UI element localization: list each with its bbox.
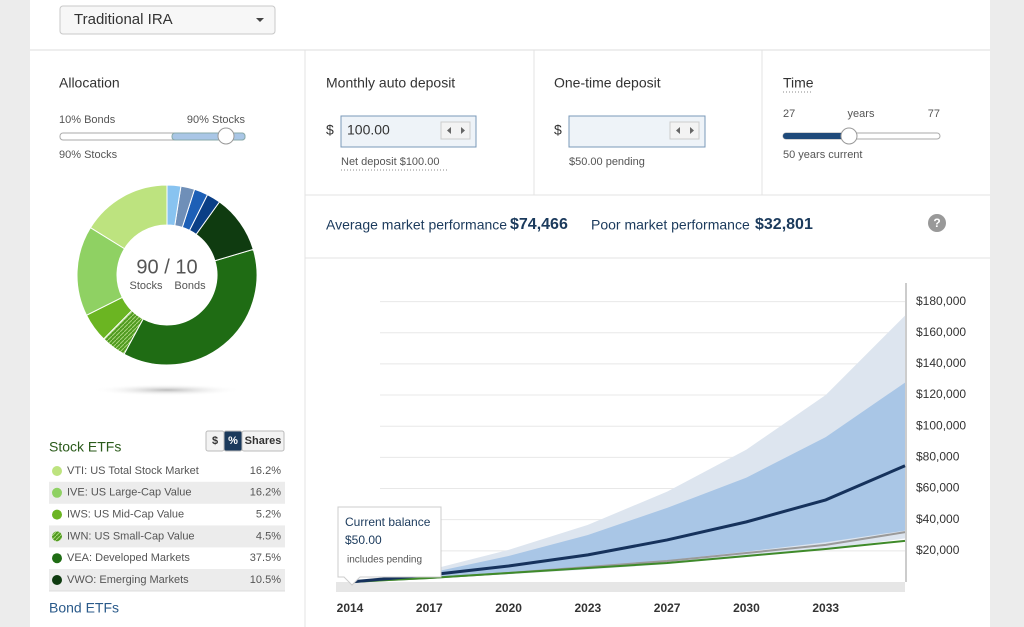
slider-fill (783, 133, 849, 139)
etf-dot (52, 509, 62, 520)
dropdown-caret[interactable] (256, 18, 264, 22)
etf-percent: 5.2% (256, 509, 281, 521)
etf-dot (52, 575, 62, 585)
toggle-button[interactable] (241, 430, 285, 452)
row-background (49, 481, 285, 504)
x-tick-label: 2027 (654, 601, 681, 615)
etf-dot (52, 466, 62, 476)
slider-knob[interactable] (840, 127, 858, 145)
range-band (350, 382, 905, 582)
account-dropdown[interactable]: Traditional IRA (59, 5, 276, 35)
donut-bond-slice (166, 184, 182, 227)
series-line (349, 539, 906, 583)
help-icon[interactable] (928, 214, 946, 232)
x-tick-label: 2030 (733, 601, 760, 615)
etf-percent: 4.5% (256, 530, 281, 542)
slider-knob[interactable] (217, 127, 235, 145)
y-tick-label: $160,000 (916, 325, 966, 339)
axis-band (336, 582, 905, 592)
tooltip-title: Current balance (345, 515, 431, 529)
donut-center-label: Bonds (174, 280, 206, 292)
tooltip-box (337, 506, 442, 586)
etf-dot (52, 487, 62, 498)
stepper-arrows[interactable] (676, 127, 694, 134)
section-title: One-time deposit (554, 75, 661, 91)
unit-toggles[interactable]: $% Shares (205, 430, 285, 452)
etf-name: VEA: Developed Markets (67, 552, 190, 564)
dropdown-value[interactable]: Traditional IRA (74, 11, 173, 28)
tooltip-value: $50.00 (345, 533, 382, 547)
donut-shadow (92, 384, 242, 396)
currency: $ (326, 122, 334, 138)
etf-percent: 10.5% (250, 574, 281, 586)
x-tick-label: 2020 (495, 601, 522, 615)
donut (76, 184, 258, 366)
input-value[interactable]: 100.00 (347, 122, 390, 138)
toggle-label[interactable]: Shares (245, 435, 282, 447)
slider-min: 27 (783, 108, 795, 120)
donut-center-label: Stocks (129, 280, 163, 292)
section-title: Time (783, 75, 814, 91)
section-title: Allocation (59, 75, 120, 91)
toggle-label[interactable]: % (228, 435, 238, 447)
etf-percent: 37.5% (250, 552, 281, 564)
etf-name: VWO: Emerging Markets (67, 574, 189, 586)
etf-name: VTI: US Total Stock Market (67, 465, 199, 477)
dropdown-box[interactable] (59, 5, 276, 35)
section-title: Bond ETFs (49, 600, 119, 616)
row-background (49, 569, 285, 591)
stepper[interactable] (669, 121, 700, 140)
slider-current: 90% Stocks (59, 149, 118, 161)
x-tick-label: 2023 (575, 601, 602, 615)
donut-slice (123, 248, 258, 366)
series-line (349, 464, 906, 584)
x-tick-label: 2033 (812, 601, 839, 615)
performance-label: Poor market performance (591, 217, 750, 233)
etf-percent: 16.2% (250, 487, 281, 499)
x-tick-label: 2014 (337, 601, 364, 615)
toggle-label[interactable]: $ (212, 435, 218, 447)
performance-value: $32,801 (755, 216, 813, 233)
deposit-note[interactable]: Net deposit $100.00 (341, 156, 439, 168)
help-icon-text[interactable]: ? (933, 216, 940, 230)
y-tick-label: $60,000 (916, 481, 960, 495)
etf-percent: 16.2% (250, 465, 281, 477)
section-title: Monthly auto deposit (326, 75, 455, 91)
section-title: Stock ETFs (49, 439, 121, 455)
etf-list: VTI: US Total Stock Market 16.2% IVE: US L… (49, 465, 285, 592)
row-background (49, 525, 285, 548)
donut-center-value: 90 / 10 (136, 256, 197, 278)
slider-unit: years (848, 108, 875, 120)
deposit-note: $50.00 pending (569, 156, 645, 168)
y-tick-label: $180,000 (916, 294, 966, 308)
performance-label: Average market performance (326, 217, 507, 233)
y-tick-label: $120,000 (916, 387, 966, 401)
y-tick-label: $20,000 (916, 543, 960, 557)
slider-label: 10% Bonds (59, 114, 116, 126)
performance-value: $74,466 (510, 216, 568, 233)
y-tick-label: $40,000 (916, 512, 960, 526)
y-tick-label: $100,000 (916, 418, 966, 432)
chart: $20,000 $40,000 $60,000 $80,000 $100,000 $120… (336, 283, 966, 615)
slider-current: 50 years current (783, 149, 862, 161)
slider-label: 90% Stocks (187, 114, 246, 126)
y-tick-label: $140,000 (916, 356, 966, 370)
y-tick-label: $80,000 (916, 450, 960, 464)
stepper-arrows[interactable] (447, 127, 465, 134)
tooltip-note: includes pending (347, 555, 422, 566)
etf-dot (52, 531, 62, 542)
etf-name: IWS: US Mid-Cap Value (67, 509, 184, 521)
etf-name: IVE: US Large-Cap Value (67, 487, 192, 499)
currency: $ (554, 122, 562, 138)
x-tick-label: 2017 (416, 601, 443, 615)
slider-max: 77 (928, 108, 940, 120)
stepper[interactable] (440, 121, 471, 140)
etf-dot (52, 553, 62, 564)
etf-name: IWN: US Small-Cap Value (67, 530, 195, 542)
